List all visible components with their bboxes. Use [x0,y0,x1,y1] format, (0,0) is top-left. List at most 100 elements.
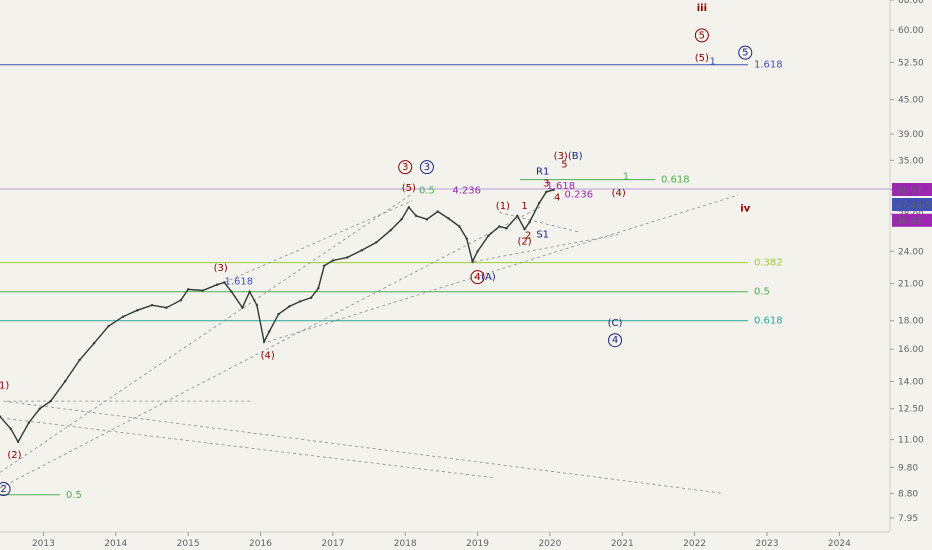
price-point [179,298,183,302]
price-labels: 31.07 17:48:57 30.97 [892,183,932,227]
wave-label: (3) [554,151,568,162]
wave-label: (2) [7,450,21,461]
fib-level-label: 0.5 [66,490,82,501]
wave-label: 0.236 [565,189,594,200]
price-point [505,227,508,230]
wave-circle [0,482,11,497]
wave-label: (2) [518,236,532,247]
wave-circle [470,270,485,285]
wave-label: (C) [608,318,623,329]
fib-level-label: 0.5 [754,287,770,298]
price-point [49,399,52,403]
price-point [165,306,168,309]
price-point [360,249,363,252]
fib-level-label: 0.618 [754,316,783,327]
y-tick-label: 21.00 [898,280,924,290]
price-point [322,264,326,268]
wave-label: 3 [424,162,430,173]
x-tick-label: 2024 [828,539,851,549]
price-point [545,190,548,194]
wave-label: 3 [543,178,549,189]
price-point [0,415,2,418]
y-tick-label: 14.00 [898,377,924,387]
price-point [436,210,439,213]
wave-label: 4 [554,193,560,204]
trend-line [0,193,413,473]
price-point [107,324,110,328]
price-point [230,290,233,293]
y-tick-label: 7.95 [898,514,918,524]
x-tick-label: 2014 [104,539,127,549]
wave-label: 4.236 [452,185,481,196]
price-point [241,306,244,309]
trend-line [3,400,724,494]
y-tick-label: 12.50 [898,405,924,415]
price-point [16,440,20,443]
price-tag [892,213,932,227]
y-tick-label: 52.50 [898,58,924,68]
price-point [407,206,411,209]
price-point [447,217,450,220]
wave-label: 1 [521,201,527,212]
price-point [523,228,526,231]
y-tick-label: 18.00 [898,317,924,327]
wave-label: (3) [214,263,228,274]
price-point [136,309,139,312]
wave-label: 4 [612,335,618,346]
y-tick-label: 9.80 [898,463,918,473]
price-point [255,303,259,307]
wave-label: 0.5 [419,185,435,196]
x-tick-label: 2017 [321,539,344,549]
wave-label: (5) [402,183,416,194]
price-point [465,237,468,240]
wave-label: (4) [612,188,626,199]
price-point [317,286,320,290]
price-point [346,256,349,259]
wave-label: 1 [623,172,629,183]
y-tick-label: 60.00 [898,26,924,36]
price-point [476,250,479,253]
price-point [150,303,154,307]
wave-annotations: iii5(5)533(5)(3)(B)5(4)iv(3)(4)4(A)(C)4(… [0,3,753,497]
price-point [248,290,251,293]
fib-level-label: 0.618 [661,175,690,186]
y-tick-label: 16.00 [898,345,924,355]
price-point [121,315,125,318]
wave-label: 5 [561,159,567,170]
price-tag-label: 30.97 [896,217,922,227]
wave-label: 1.618 [546,181,575,192]
price-point [288,305,291,308]
price-point [400,218,403,221]
wave-circle [608,333,623,348]
x-tick-label: 2013 [32,539,55,549]
price-point [201,289,204,292]
x-tick-label: 2016 [249,539,272,549]
price-point [528,220,531,224]
wave-label: 1.618 [224,277,253,288]
price-point [78,358,81,362]
y-tick-label: 35.00 [898,156,924,166]
x-tick-label: 2018 [394,539,417,549]
price-point [186,288,190,291]
wave-label: (5) [695,53,709,64]
price-point [414,214,418,218]
price-point [277,312,280,316]
wave-label: iii [697,3,707,14]
price-series [0,188,555,444]
x-tick-label: 2022 [683,539,706,549]
fib-level-label: 1.618 [754,60,783,71]
price-point [63,380,67,383]
wave-label: 2 [0,484,6,495]
price-point [425,218,429,221]
price-point [262,340,266,343]
trend-line [267,194,739,343]
x-tick-label: 2019 [466,539,489,549]
wave-label: (1) [0,380,9,391]
wave-label: (B) [568,151,583,162]
price-point [331,259,335,262]
price-point [223,281,226,284]
price-point [38,407,41,410]
price-tag [892,183,932,197]
wave-label: 5 [742,48,748,59]
